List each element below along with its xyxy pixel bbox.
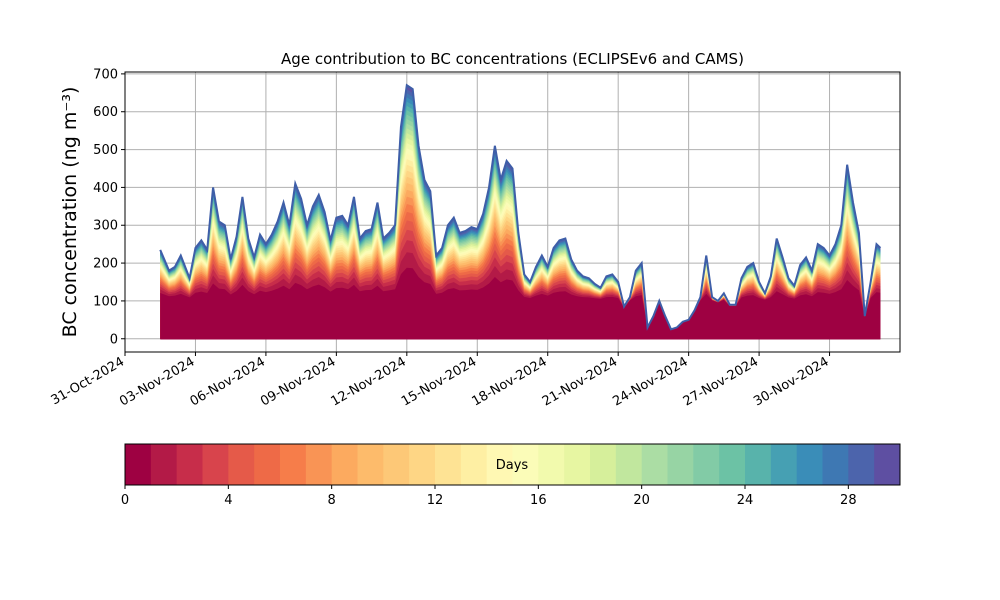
colorbar-cell <box>538 444 565 485</box>
colorbar-tick-label: 8 <box>328 493 336 508</box>
colorbar-cell <box>874 444 901 485</box>
colorbar-cell <box>202 444 229 485</box>
y-tick-label: 700 <box>93 67 118 82</box>
colorbar-tick-label: 20 <box>633 493 650 508</box>
colorbar-cell <box>848 444 875 485</box>
colorbar-cell <box>305 444 333 485</box>
colorbar-cell <box>383 444 410 485</box>
colorbar-cell <box>176 444 203 485</box>
colorbar-cell <box>564 444 591 485</box>
stacked-age-areas <box>160 85 881 339</box>
colorbar-cell <box>590 444 617 485</box>
x-tick-label: 15-Nov-2024 <box>399 354 479 409</box>
total-line-layer <box>159 83 882 340</box>
colorbar-cell <box>125 444 152 485</box>
colorbar-tick-label: 24 <box>737 493 754 508</box>
y-tick-label: 400 <box>93 181 118 196</box>
colorbar-cell <box>409 444 436 485</box>
x-tick-label: 30-Nov-2024 <box>751 354 831 409</box>
y-tick-label: 300 <box>93 219 118 234</box>
x-tick-label: 06-Nov-2024 <box>188 354 268 409</box>
x-tick-label: 27-Nov-2024 <box>681 354 761 409</box>
colorbar-cell <box>745 444 772 485</box>
x-tick-label: 09-Nov-2024 <box>258 354 338 409</box>
y-tick-label: 200 <box>93 257 118 272</box>
y-tick-label: 500 <box>93 143 118 158</box>
colorbar-cell <box>512 444 539 485</box>
colorbar-ticks: 0 4 8 12 16 20 24 28 <box>121 485 857 508</box>
plot-frame <box>124 71 901 353</box>
colorbar-cell <box>693 444 720 485</box>
colorbar-tick-label: 12 <box>427 493 444 508</box>
colorbar-tick-label: 4 <box>224 493 232 508</box>
colorbar-label: Days <box>496 458 529 473</box>
x-tick-label: 24-Nov-2024 <box>610 354 690 409</box>
colorbar-cell <box>150 444 178 485</box>
age-layer-0 <box>160 267 881 339</box>
colorbar-frame <box>124 443 901 486</box>
colorbar-cell <box>280 444 307 485</box>
chart-title: Age contribution to BC concentrations (E… <box>281 50 744 68</box>
colorbar-cell <box>228 444 255 485</box>
colorbar-tick-label: 0 <box>121 493 129 508</box>
y-axis: 0 100 200 300 400 500 600 700 <box>93 67 125 347</box>
y-axis-label: BC concentration (ng m⁻³) <box>59 87 81 338</box>
colorbar-cell <box>667 444 694 485</box>
colorbar-cell <box>641 444 668 485</box>
colorbar-cell <box>796 444 823 485</box>
x-axis: 31-Oct-202403-Nov-202406-Nov-202409-Nov-… <box>49 352 832 409</box>
colorbar-cell <box>822 444 849 485</box>
colorbar-cell <box>719 444 746 485</box>
x-tick-label: 21-Nov-2024 <box>540 354 620 409</box>
x-tick-label: 31-Oct-2024 <box>49 354 127 408</box>
colorbar-cell <box>254 444 281 485</box>
colorbar-cell <box>770 444 798 485</box>
colorbar-tick-label: 16 <box>530 493 547 508</box>
colorbar <box>125 444 901 485</box>
total-line <box>159 83 882 331</box>
colorbar-tick-label: 28 <box>840 493 857 508</box>
colorbar-cell <box>615 444 643 485</box>
colorbar-cell <box>331 444 358 485</box>
x-tick-label: 12-Nov-2024 <box>329 354 409 409</box>
y-tick-label: 600 <box>93 105 118 120</box>
y-tick-label: 100 <box>93 294 118 309</box>
colorbar-cell <box>435 444 462 485</box>
x-tick-label: 18-Nov-2024 <box>469 354 549 409</box>
colorbar-cell <box>357 444 384 485</box>
x-tick-label: 03-Nov-2024 <box>117 354 197 409</box>
y-tick-label: 0 <box>110 332 118 347</box>
colorbar-cell <box>460 444 488 485</box>
colorbar-cell <box>486 444 513 485</box>
